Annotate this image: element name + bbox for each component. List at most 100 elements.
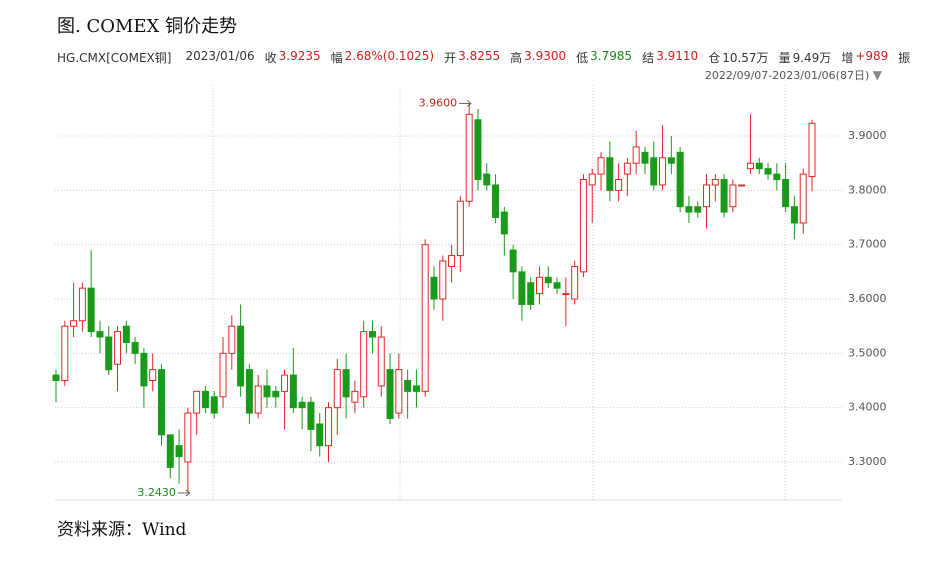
candle-body <box>448 255 456 267</box>
field-value: 3.9235 <box>278 49 321 63</box>
field-value: 3.8255 <box>458 49 501 63</box>
candle-body <box>773 173 781 181</box>
candle-body <box>711 179 719 186</box>
field-value: 9.49万 <box>792 51 832 65</box>
candle-body <box>307 401 315 430</box>
candle-body <box>676 151 684 208</box>
candle-body <box>351 390 359 403</box>
candle-body <box>650 157 658 186</box>
quote-field: 仓 10.57万 <box>708 49 768 66</box>
candle-body <box>52 374 60 381</box>
y-tick-label: 3.6000 <box>848 292 887 305</box>
candle-body <box>316 423 324 447</box>
quote-field: 收 3.9235 <box>265 49 321 66</box>
candle-body <box>746 162 754 170</box>
candle-body <box>96 331 104 338</box>
candle-body <box>421 244 429 392</box>
candle-body <box>228 325 236 354</box>
page-title: 图. COMEX 铜价走势 <box>57 16 238 37</box>
candle-body <box>518 271 526 305</box>
candle-body <box>588 173 596 186</box>
field-value: +989 <box>855 49 889 63</box>
quote-field: 幅 2.68%(0.1025) <box>331 49 435 66</box>
y-tick-label: 3.8000 <box>848 183 887 196</box>
quote-field: 量 9.49万 <box>779 49 832 66</box>
field-label: 收 <box>264 51 277 65</box>
candle-body <box>500 211 508 235</box>
candle-body <box>184 412 192 463</box>
field-label: 增 <box>841 51 854 65</box>
candle-body <box>131 341 139 354</box>
candle-body <box>360 331 368 398</box>
candle-body <box>553 282 561 289</box>
candle-body <box>562 293 570 296</box>
candle-body <box>606 157 614 191</box>
candle-body <box>61 325 69 381</box>
y-tick-label: 3.7000 <box>848 238 887 251</box>
candle-body <box>237 325 245 387</box>
quote-field: 增 +989 <box>841 49 888 66</box>
quote-date: 2023/01/06 <box>185 49 255 63</box>
field-label: 振 <box>898 51 911 65</box>
candle-body <box>193 390 201 414</box>
field-label: 高 <box>510 51 523 65</box>
candle-body <box>755 162 763 170</box>
candle-body <box>175 445 183 458</box>
candle-body <box>272 390 280 398</box>
y-tick-label: 3.9000 <box>848 129 887 142</box>
candle-body <box>571 265 579 300</box>
quote-field: 开 3.8255 <box>444 49 500 66</box>
candle-body <box>685 206 693 213</box>
field-value: 2.68%(0.1025) <box>344 49 435 63</box>
y-tick-label: 3.3000 <box>848 455 887 468</box>
candle-body <box>782 179 790 208</box>
candle-body <box>430 276 438 300</box>
candle-body <box>799 173 807 224</box>
candle-body <box>729 184 737 208</box>
field-label: 开 <box>444 51 457 65</box>
candle-body <box>474 119 482 181</box>
candle-body <box>263 385 271 398</box>
range-toggle[interactable]: ▼ <box>872 68 882 82</box>
vertical-grid <box>212 85 786 500</box>
field-value: 10.57万 <box>722 51 769 65</box>
candle-body <box>140 352 148 387</box>
candle-body <box>412 385 420 392</box>
candle-body <box>544 276 552 284</box>
candle-body <box>245 369 253 414</box>
symbol: HG.CMX[COMEX铜] <box>57 51 172 65</box>
candle-body <box>395 369 403 414</box>
candle-body <box>219 352 227 398</box>
field-label: 结 <box>642 51 655 65</box>
quote-info: HG.CMX[COMEX铜] 2023/01/06 收 3.9235 幅 2.68%(… <box>57 49 910 66</box>
candle-body <box>808 122 816 178</box>
candle-body <box>157 369 165 436</box>
candle-body <box>579 179 587 273</box>
candle-body <box>492 184 500 219</box>
annotation-arrow <box>466 100 472 107</box>
source-note: 资料来源：Wind <box>57 520 187 540</box>
candle-body <box>667 157 675 164</box>
annotation-arrow <box>185 489 191 497</box>
candle-body <box>78 287 86 322</box>
y-tick-label: 3.4000 <box>848 401 887 414</box>
quote-field: 低 3.7985 <box>576 49 632 66</box>
candle-body <box>623 162 631 175</box>
candle-body <box>70 320 78 327</box>
candle-body <box>527 282 535 305</box>
candle-body <box>122 325 130 343</box>
annotation-label: 3.2430 <box>137 486 176 499</box>
range-text: 2022/09/07-2023/01/06(87日) <box>704 69 870 82</box>
candle-body <box>377 336 385 387</box>
candle-body <box>509 249 517 273</box>
field-value: 3.9300 <box>524 49 567 63</box>
candle-body <box>404 379 412 392</box>
candle-body <box>333 369 341 409</box>
candle-body <box>632 146 640 164</box>
candle-body <box>254 385 262 414</box>
candle-body <box>738 184 746 187</box>
field-label: 仓 <box>708 51 721 65</box>
candle-body <box>281 374 289 392</box>
